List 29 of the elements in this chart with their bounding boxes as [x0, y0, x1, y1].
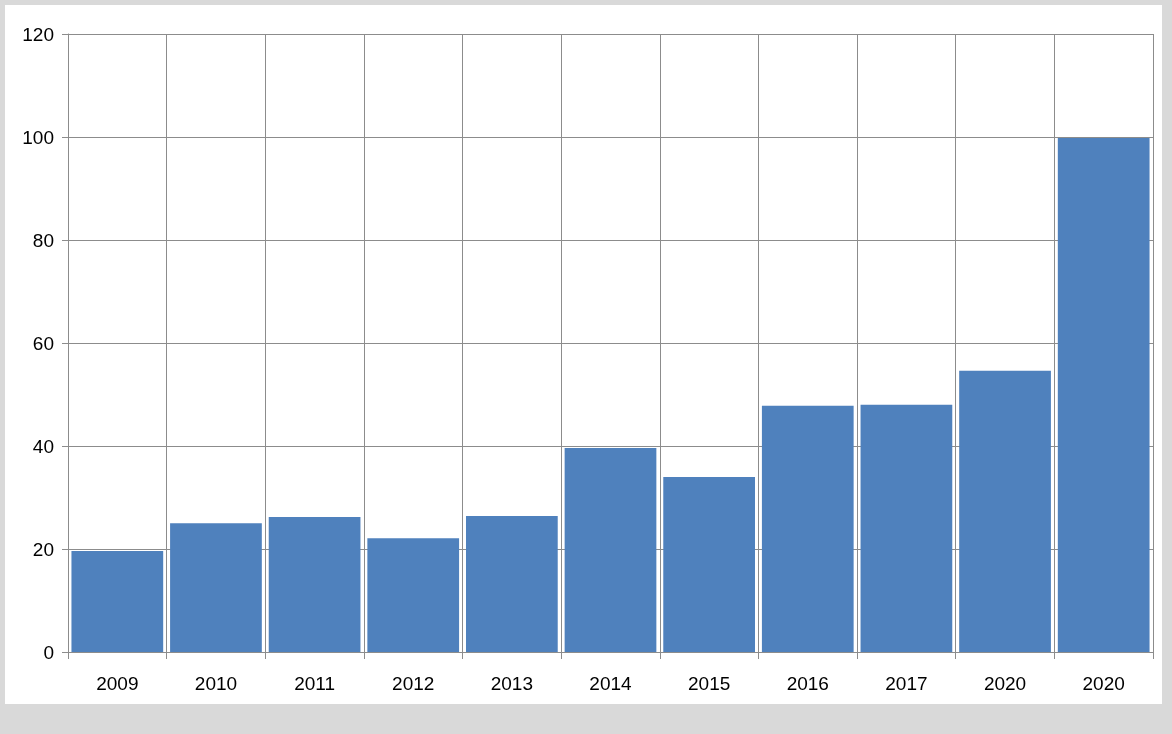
x-tick-label: 2011 — [294, 673, 336, 694]
bar — [71, 551, 164, 652]
bar — [663, 476, 755, 652]
x-tick-label: 2017 — [885, 673, 928, 694]
x-tick-label: 2015 — [688, 673, 731, 694]
bar — [1057, 138, 1150, 652]
y-tick-label: 120 — [22, 23, 54, 45]
x-tick-label: 2014 — [589, 673, 633, 694]
bar — [860, 404, 953, 652]
bar — [268, 517, 361, 652]
x-tick-label: 2020 — [1082, 673, 1125, 694]
x-tick-label: 2012 — [392, 673, 435, 694]
x-tick-label: 2013 — [490, 673, 533, 694]
bar — [959, 370, 1051, 652]
x-tick-label: 2020 — [983, 673, 1027, 694]
bar — [564, 448, 657, 652]
bar — [367, 538, 460, 652]
x-tick-label: 2010 — [194, 673, 238, 694]
bar — [170, 523, 262, 652]
y-tick-label: 20 — [32, 538, 54, 560]
y-tick-label: 100 — [22, 126, 54, 148]
y-tick-label: 0 — [43, 641, 54, 663]
x-tick-label: 2016 — [786, 673, 829, 694]
x-tick-label: 2009 — [96, 673, 139, 694]
y-tick-label: 80 — [32, 229, 54, 251]
y-tick-label: 40 — [32, 435, 54, 457]
bar — [761, 405, 854, 652]
bar — [466, 516, 558, 652]
y-tick-label: 60 — [32, 332, 54, 354]
